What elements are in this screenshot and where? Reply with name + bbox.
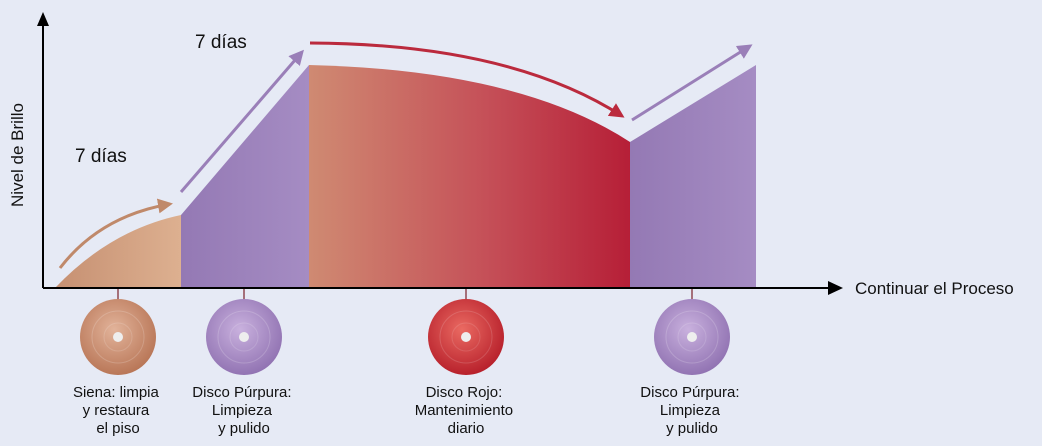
phase-rojo-area [309, 65, 630, 288]
x-axis-arrowhead [828, 281, 843, 295]
caption-siena: Siena: limpia y restaura el piso [73, 384, 163, 437]
caption-purpura-1: Disco Púrpura: Limpieza y pulido [192, 384, 295, 437]
phase-purpura-1-area [181, 65, 309, 288]
disc-hole [687, 332, 697, 342]
duration-second: 7 días [195, 32, 247, 53]
x-axis-label: Continuar el Proceso [855, 279, 1014, 298]
phase-siena-area [55, 215, 181, 288]
duration-first: 7 días [75, 146, 127, 167]
disc-purpura-1 [206, 299, 282, 375]
y-axis-label: Nivel de Brillo [8, 103, 27, 207]
caption-purpura-2: Disco Púrpura: Limpieza y pulido [640, 384, 743, 437]
arrow-purpura-1 [179, 49, 304, 193]
phase-purpura-2-area [630, 65, 756, 288]
disc-purpura-2 [654, 299, 730, 375]
arrow-rojo [309, 41, 625, 118]
disc-rojo [428, 299, 504, 375]
arrow-purpura-2 [631, 44, 753, 122]
disc-hole [461, 332, 471, 342]
disc-hole [239, 332, 249, 342]
caption-rojo: Disco Rojo: Mantenimiento diario [415, 384, 518, 437]
disc-hole [113, 332, 123, 342]
disc-siena [80, 299, 156, 375]
y-axis-arrowhead [37, 12, 49, 26]
arrow-siena [58, 198, 173, 269]
